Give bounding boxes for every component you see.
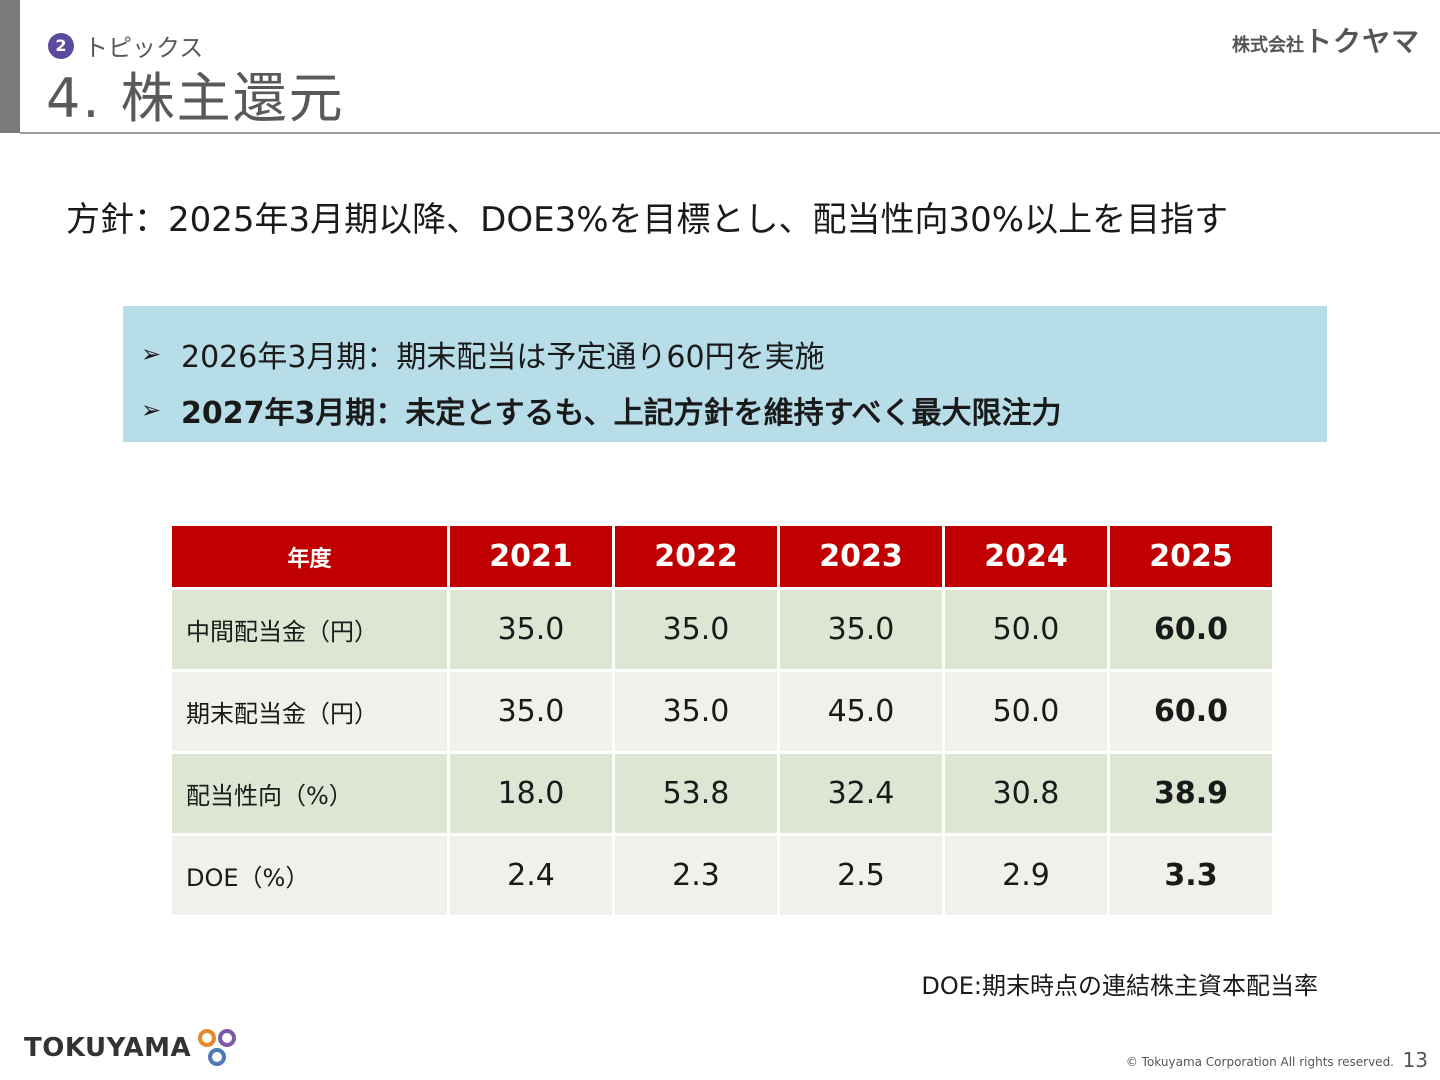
company-prefix: 株式会社: [1231, 35, 1304, 56]
table-header-row: 年度 2021 2022 2023 2024 2025: [172, 526, 1272, 587]
note-item: ➢ 2027年3月期：未定とするも、上記方針を維持すべく最大限注力: [141, 382, 1327, 438]
tokuyama-logo: TOKUYAMA: [24, 1026, 239, 1070]
row-label: 配当性向（%）: [172, 754, 447, 833]
year-header: 2022: [615, 526, 777, 587]
arrow-bullet-icon: ➢: [141, 340, 162, 368]
table-cell: 32.4: [780, 754, 942, 833]
table-cell: 35.0: [450, 672, 612, 751]
table-row: DOE（%） 2.4 2.3 2.5 2.9 3.3: [172, 836, 1272, 915]
table-cell: 50.0: [945, 590, 1107, 669]
table-cell: 3.3: [1110, 836, 1272, 915]
table-row: 中間配当金（円） 35.0 35.0 35.0 50.0 60.0: [172, 590, 1272, 669]
table-cell: 18.0: [450, 754, 612, 833]
logo-text: TOKUYAMA: [24, 1033, 192, 1063]
table-cell: 2.4: [450, 836, 612, 915]
header-side-bar: [0, 0, 20, 133]
year-column-header: 年度: [172, 526, 447, 587]
table-cell: 60.0: [1110, 672, 1272, 751]
table-cell: 53.8: [615, 754, 777, 833]
table-cell: 38.9: [1110, 754, 1272, 833]
row-label: 期末配当金（円）: [172, 672, 447, 751]
policy-statement: 方針：2025年3月期以降、DOE3%を目標とし、配当性向30%以上を目指す: [66, 200, 1229, 240]
header-divider: [20, 132, 1440, 134]
notes-box: ➢ 2026年3月期：期末配当は予定通り60円を実施 ➢ 2027年3月期：未定…: [123, 306, 1327, 442]
year-header: 2023: [780, 526, 942, 587]
company-logo: 株式会社 トクヤマ: [1232, 20, 1420, 60]
section-number-badge: 2: [48, 32, 74, 59]
table-cell: 2.9: [945, 836, 1107, 915]
year-header: 2024: [945, 526, 1107, 587]
table-cell: 50.0: [945, 672, 1107, 751]
table-cell: 35.0: [615, 590, 777, 669]
year-header: 2025: [1110, 526, 1272, 587]
note-text: 2026年3月期：期末配当は予定通り60円を実施: [181, 340, 825, 375]
note-text: 2027年3月期：未定とするも、上記方針を維持すべく最大限注力: [181, 396, 1062, 431]
table-cell: 35.0: [450, 590, 612, 669]
table-cell: 45.0: [780, 672, 942, 751]
page-title: 4. 株主還元: [46, 67, 345, 130]
page-number: 13: [1402, 1048, 1428, 1072]
table-cell: 2.3: [615, 836, 777, 915]
table-cell: 30.8: [945, 754, 1107, 833]
arrow-bullet-icon: ➢: [141, 396, 162, 424]
year-header: 2021: [450, 526, 612, 587]
section-indicator: 2 トピックス: [48, 28, 203, 63]
logo-mark-icon: [198, 1029, 237, 1066]
doe-footnote: DOE:期末時点の連結株主資本配当率: [921, 972, 1318, 1000]
table-row: 配当性向（%） 18.0 53.8 32.4 30.8 38.9: [172, 754, 1272, 833]
table-cell: 60.0: [1110, 590, 1272, 669]
row-label: DOE（%）: [172, 836, 447, 915]
note-item: ➢ 2026年3月期：期末配当は予定通り60円を実施: [141, 326, 1327, 382]
table-cell: 35.0: [615, 672, 777, 751]
section-label: トピックス: [84, 34, 204, 62]
copyright-text: © Tokuyama Corporation All rights reserv…: [1125, 1055, 1394, 1069]
row-label: 中間配当金（円）: [172, 590, 447, 669]
table-cell: 35.0: [780, 590, 942, 669]
company-name: トクヤマ: [1303, 25, 1420, 58]
dividend-table: 年度 2021 2022 2023 2024 2025 中間配当金（円） 35.…: [169, 523, 1275, 918]
table-row: 期末配当金（円） 35.0 35.0 45.0 50.0 60.0: [172, 672, 1272, 751]
table-cell: 2.5: [780, 836, 942, 915]
